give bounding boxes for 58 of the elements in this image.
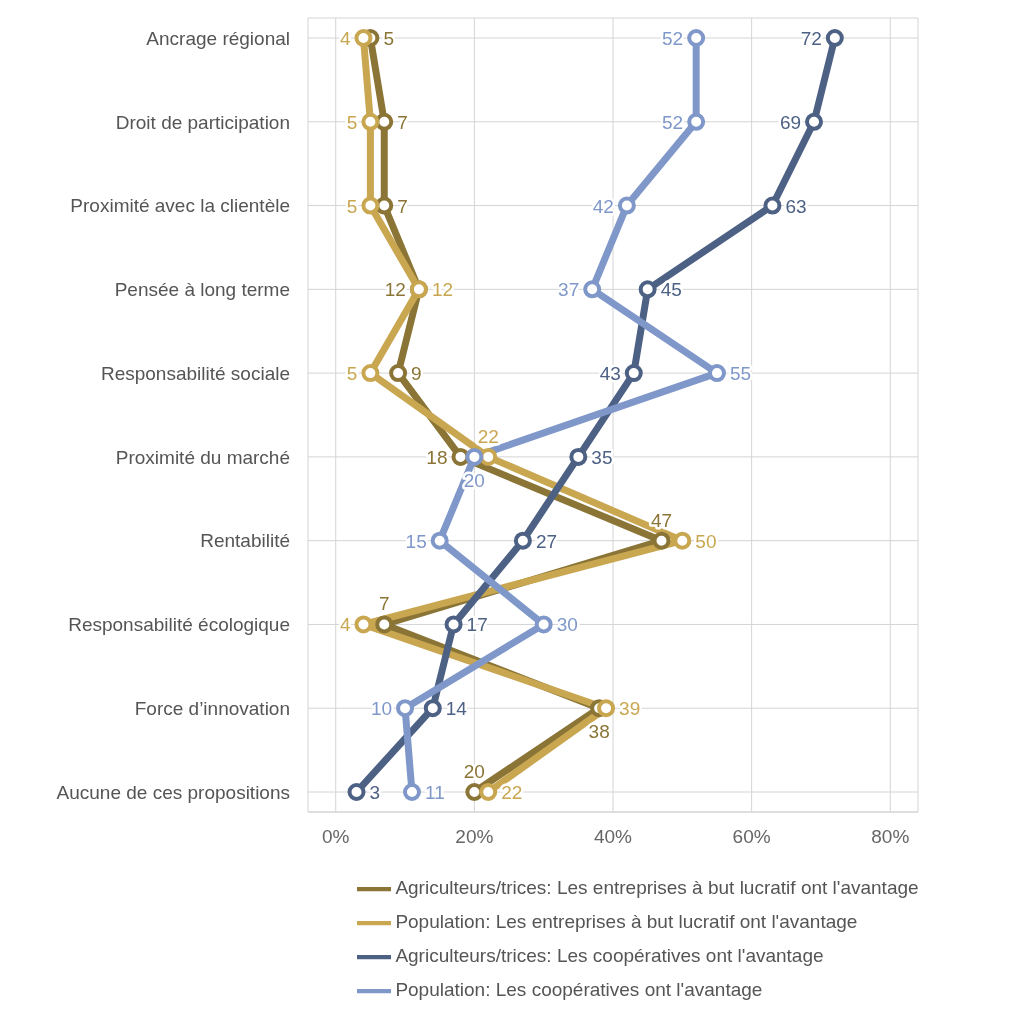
y-tick-label: Proximité avec la clientèle	[70, 195, 290, 217]
data-label: 11	[424, 782, 445, 803]
data-label: 14	[445, 698, 468, 720]
data-label: 5	[383, 28, 394, 49]
data-label: 7	[397, 111, 408, 133]
y-tick-label: Droit de participation	[115, 111, 290, 133]
data-label: 15	[405, 530, 427, 552]
data-label: 63	[785, 195, 807, 217]
data-label: 5	[346, 363, 358, 385]
y-tick-label: Pensée à long terme	[114, 279, 290, 301]
data-label: 10	[370, 698, 393, 720]
data-label: 39	[619, 698, 641, 720]
data-label: 50	[695, 530, 717, 552]
data-label: 72	[800, 28, 822, 49]
data-label: 52	[662, 111, 684, 133]
legend-label: Agriculteurs/trices: Les entreprises à but lucratif ont l'avantage	[395, 877, 919, 899]
y-tick-label: Responsabilité sociale	[100, 362, 290, 384]
data-label: 42	[592, 195, 614, 217]
data-label: 7	[378, 593, 390, 615]
data-label: 55	[729, 363, 752, 385]
data-label: 3	[369, 782, 381, 803]
x-tick-label: 0%	[321, 826, 350, 848]
x-tick-label: 80%	[871, 826, 910, 848]
data-label: 5	[346, 111, 358, 133]
data-label: 18	[426, 446, 448, 468]
legend-label: Population: Les entreprises à but lucratif ont l'avantage	[395, 911, 858, 933]
data-label: 38	[588, 721, 610, 743]
y-tick-label: Rentabilité	[200, 530, 290, 552]
y-tick-label: Responsabilité écologique	[68, 614, 290, 636]
data-label: 37	[558, 279, 580, 301]
data-label: 12	[431, 279, 454, 301]
data-label: 7	[397, 195, 408, 217]
data-label: 5	[346, 195, 358, 217]
legend-label: Agriculteurs/trices: Les coopératives ont l'avantage	[395, 945, 824, 967]
y-tick-label: Ancrage régional	[146, 27, 290, 49]
data-label: 27	[535, 530, 558, 552]
data-label: 4	[339, 614, 351, 636]
data-label: 35	[591, 446, 613, 468]
x-tick-label: 60%	[732, 826, 771, 848]
y-tick-label: Force d’innovation	[134, 697, 290, 719]
data-label: 22	[477, 425, 499, 447]
x-tick-label: 40%	[593, 826, 633, 848]
data-label: 17	[466, 614, 488, 636]
data-label: 47	[650, 509, 673, 531]
data-label: 20	[463, 761, 485, 782]
data-label: 43	[599, 363, 621, 385]
data-label: 52	[662, 28, 684, 49]
data-label: 9	[411, 363, 422, 385]
data-label: 30	[556, 614, 578, 636]
data-label: 12	[384, 279, 406, 301]
data-label: 45	[660, 279, 682, 301]
x-tick-label: 20%	[455, 826, 494, 848]
y-tick-label: Aucune de ces propositions	[56, 781, 290, 803]
data-label: 69	[779, 111, 802, 133]
y-tick-label: Proximité du marché	[115, 446, 290, 468]
data-label: 4	[339, 28, 351, 49]
data-label: 22	[501, 782, 523, 803]
legend-label: Population: Les coopératives ont l'avantage	[395, 979, 763, 1001]
